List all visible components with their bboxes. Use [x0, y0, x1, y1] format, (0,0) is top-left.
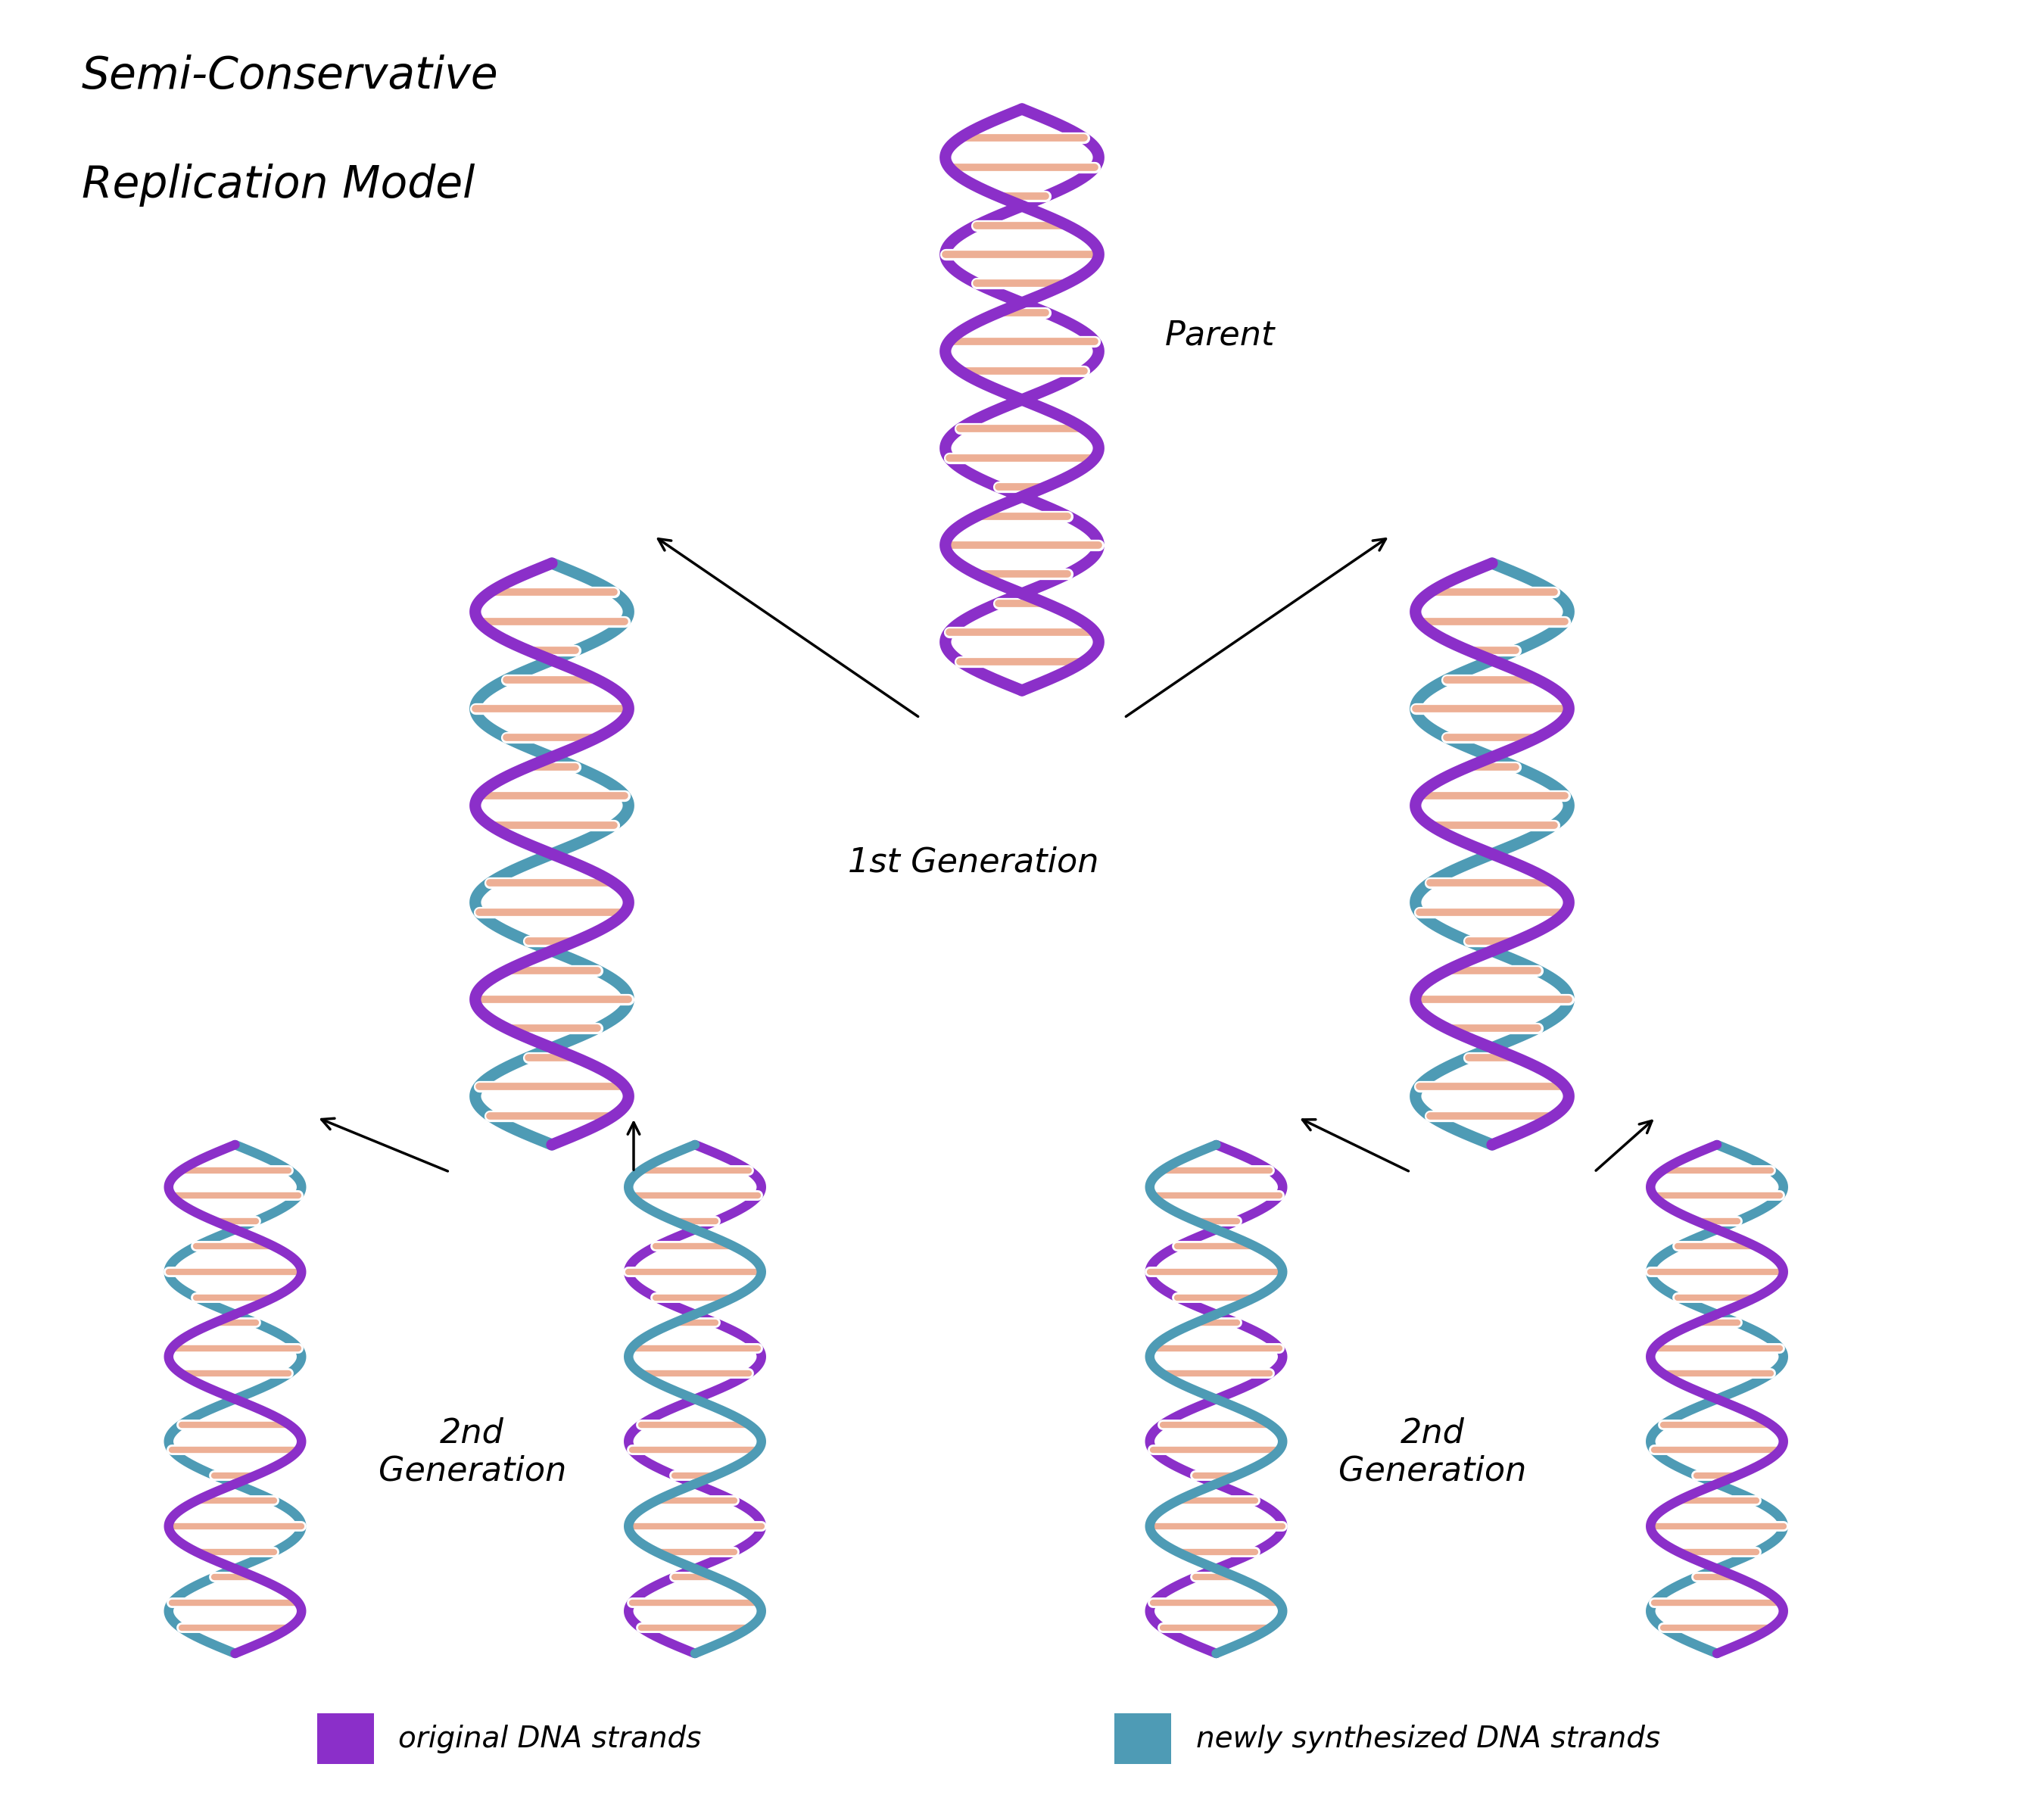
Bar — [1114, 1713, 1171, 1764]
Text: newly synthesized DNA strands: newly synthesized DNA strands — [1196, 1724, 1660, 1753]
Text: 2nd
Generation: 2nd Generation — [1339, 1417, 1527, 1488]
Text: original DNA strands: original DNA strands — [399, 1724, 701, 1753]
Text: 1st Generation: 1st Generation — [848, 847, 1100, 879]
Text: Parent: Parent — [1165, 320, 1275, 352]
Text: 2nd
Generation: 2nd Generation — [378, 1417, 566, 1488]
Text: Semi-Conservative: Semi-Conservative — [82, 55, 499, 98]
Bar — [317, 1713, 374, 1764]
Text: Replication Model: Replication Model — [82, 164, 474, 207]
